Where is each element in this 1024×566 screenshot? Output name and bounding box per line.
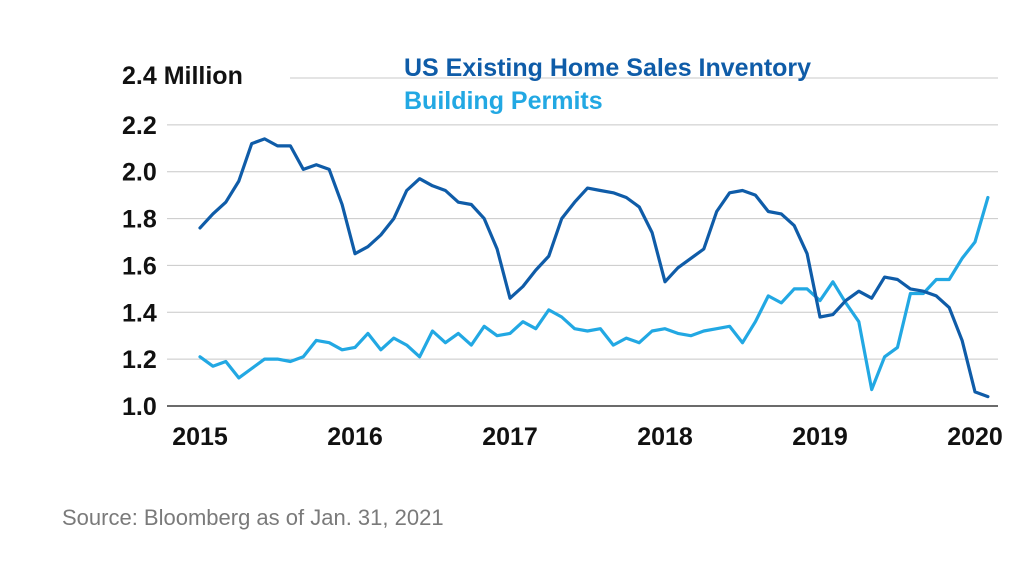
x-axis-tick-labels: 2015 2016 2017 2018 2019 2020 <box>172 423 1003 451</box>
y-tick-label: 1.8 <box>122 206 157 234</box>
series-line-us-existing-home-sales-inventory <box>198 137 990 399</box>
x-tick-label: 2015 <box>172 423 228 451</box>
y-tick-label: 1.4 <box>122 299 157 327</box>
gridlines <box>167 77 998 407</box>
x-tick-label: 2020 <box>947 423 1003 451</box>
x-tick-label: 2017 <box>482 423 538 451</box>
x-tick-label: 2016 <box>327 423 383 451</box>
y-axis-tick-labels: 2.4 Million 2.2 2.0 1.8 1.6 1.4 1.2 1.0 <box>122 62 243 421</box>
y-tick-label: 1.6 <box>122 252 157 280</box>
series-line-building-permits <box>198 195 990 392</box>
legend: US Existing Home Sales Inventory Building… <box>404 54 811 115</box>
y-tick-label: 2.0 <box>122 159 157 187</box>
x-tick-label: 2018 <box>637 423 693 451</box>
legend-entry: Building Permits <box>404 87 603 115</box>
source-note: Source: Bloomberg as of Jan. 31, 2021 <box>62 505 444 530</box>
legend-entry: US Existing Home Sales Inventory <box>404 54 811 82</box>
series-lines <box>198 137 990 399</box>
y-tick-label: 2.2 <box>122 112 157 140</box>
y-tick-label: 1.2 <box>122 346 157 374</box>
x-tick-label: 2019 <box>792 423 848 451</box>
y-tick-label: 1.0 <box>122 393 157 421</box>
y-axis-unit-label: 2.4 Million <box>122 62 243 90</box>
